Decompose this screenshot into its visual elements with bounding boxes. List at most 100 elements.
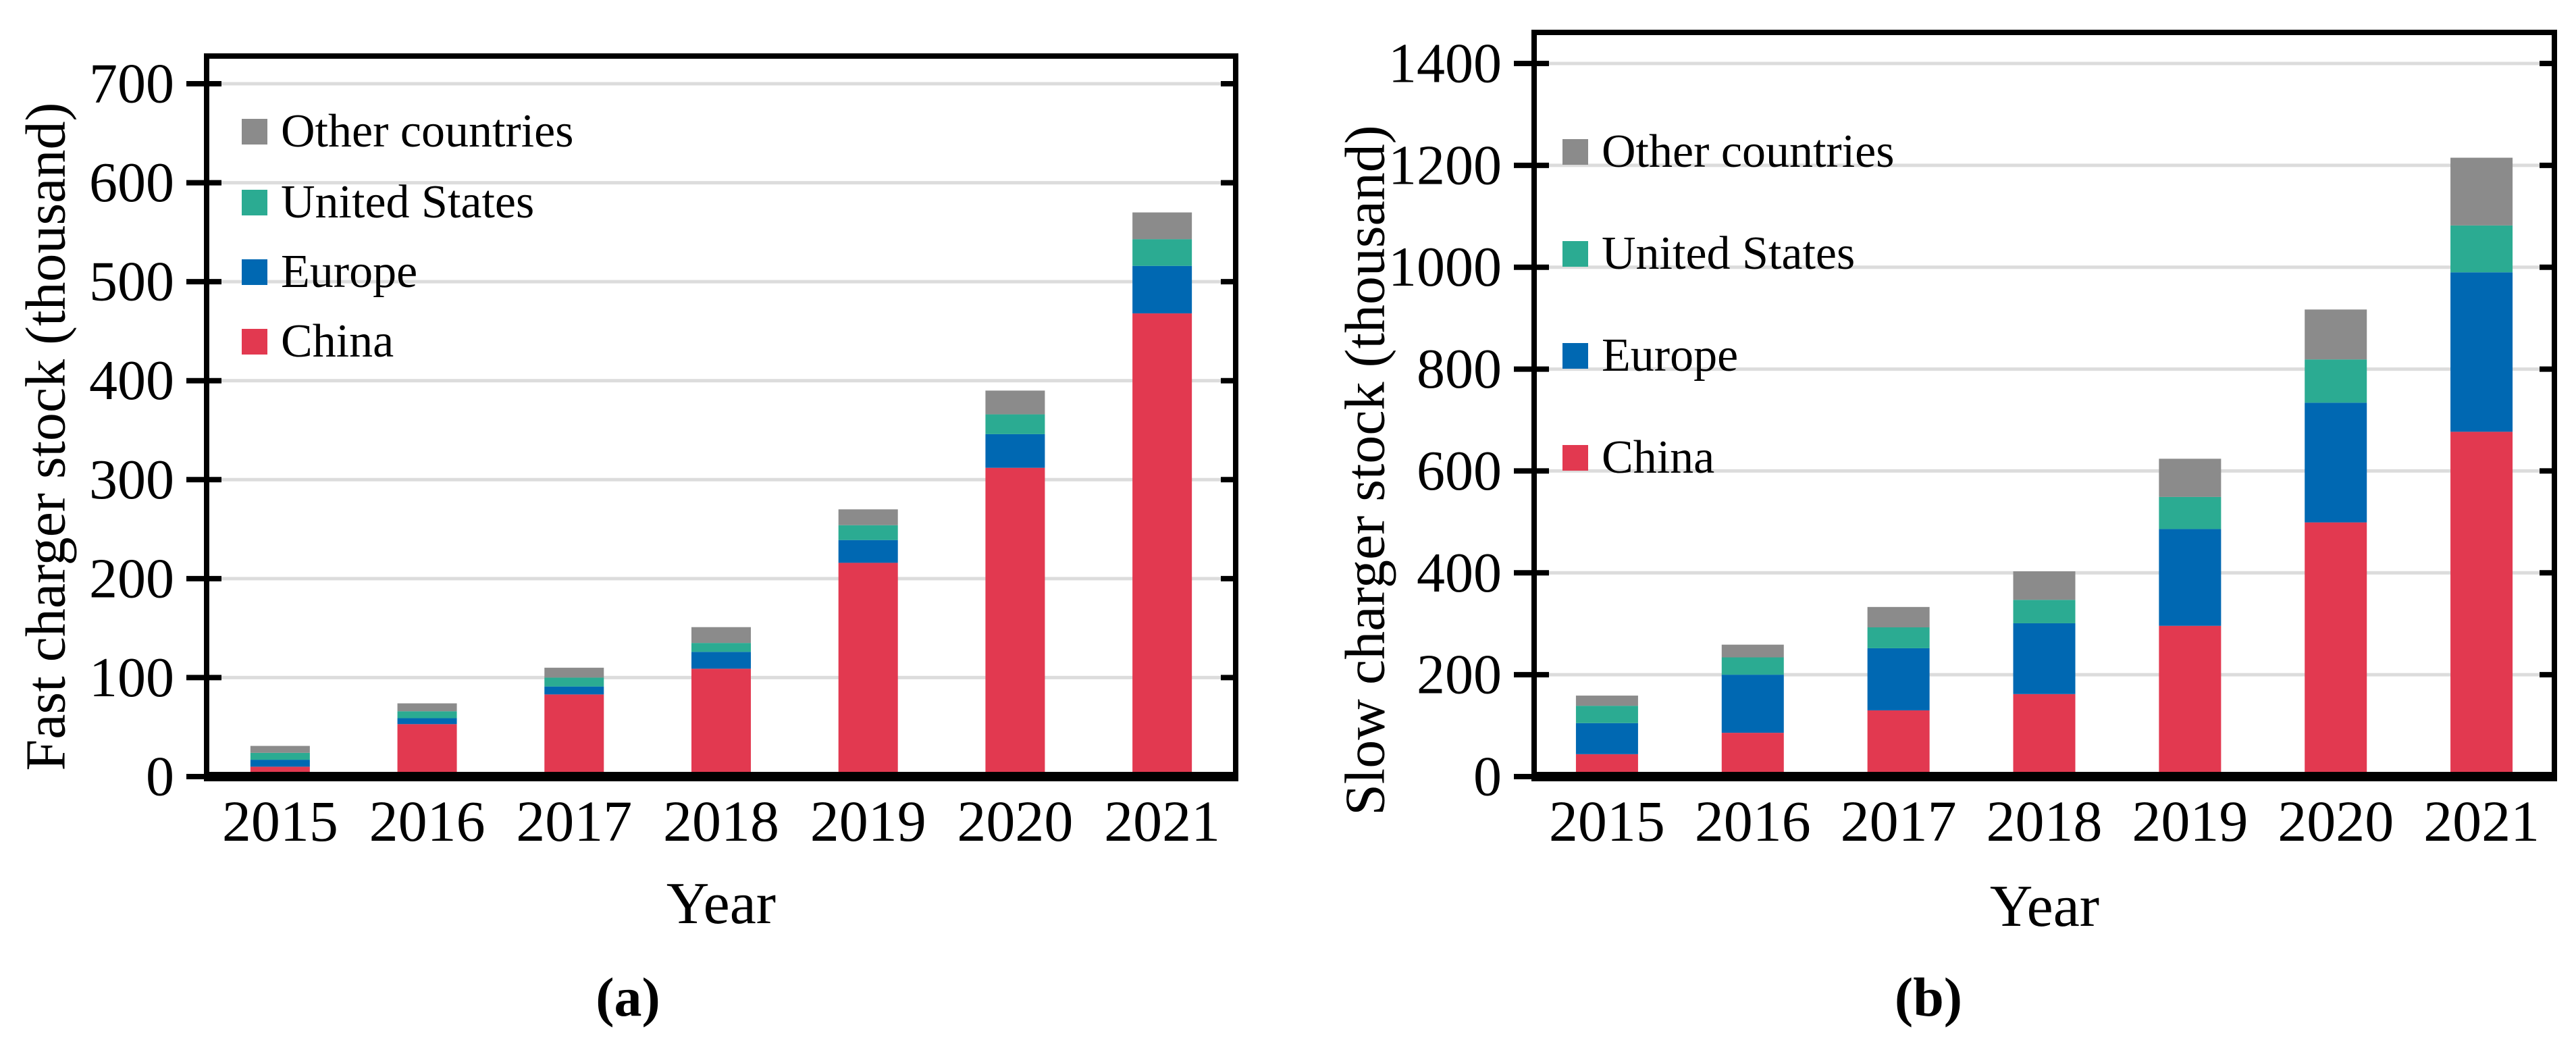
subfigure-caption-b: (b) <box>1894 966 1963 1028</box>
legend-item-europe: Europe <box>1562 332 1738 380</box>
bar-segment-slow-2019-china <box>2159 625 2222 777</box>
bar-segment-fast-2016-europe <box>397 718 457 725</box>
bar-segment-slow-2020-other-countries <box>2305 309 2367 360</box>
y-tick-label-slow-1000: 1000 <box>1388 236 1502 298</box>
europe-swatch-icon <box>242 259 267 285</box>
bar-segment-slow-2021-united-states <box>2450 225 2513 273</box>
legend-item-china: China <box>1562 434 1714 482</box>
united-states-swatch-icon <box>1562 241 1588 267</box>
legend-label: China <box>281 315 394 367</box>
legend-item-other-countries: Other countries <box>242 107 573 156</box>
other-countries-swatch-icon <box>242 119 267 145</box>
bar-segment-slow-2018-united-states <box>2013 600 2076 623</box>
bar-segment-slow-2018-china <box>2013 694 2076 777</box>
bar-segment-fast-2015-united-states <box>250 752 310 760</box>
x-tick-label-fast-2015: 2015 <box>222 789 338 854</box>
bar-segment-slow-2017-united-states <box>1867 627 1930 648</box>
legend-label: Other countries <box>281 105 574 157</box>
bar-segment-fast-2019-china <box>838 563 898 777</box>
legend-label: Europe <box>281 246 418 298</box>
bar-segment-fast-2019-europe <box>838 540 898 563</box>
x-tick-label-slow-2017: 2017 <box>1841 789 1957 854</box>
legend-item-china: China <box>242 317 394 366</box>
bar-segment-fast-2016-united-states <box>397 711 457 719</box>
y-tick-label-fast-400: 400 <box>89 349 174 412</box>
x-tick-label-slow-2019: 2019 <box>2132 789 2248 854</box>
bar-segment-fast-2017-united-states <box>544 677 604 687</box>
x-tick-label-fast-2021: 2021 <box>1104 789 1220 854</box>
bar-segment-slow-2020-europe <box>2305 402 2367 523</box>
bar-segment-fast-2018-other-countries <box>691 627 751 644</box>
legend-label: Europe <box>1602 330 1739 382</box>
legend-label: United States <box>1602 228 1856 280</box>
bar-segment-fast-2021-europe <box>1132 265 1192 314</box>
y-axis-title-fast: Fast charger stock (thousand) <box>14 102 78 771</box>
x-tick-label-fast-2020: 2020 <box>957 789 1073 854</box>
bar-segment-fast-2018-china <box>691 669 751 777</box>
bar-segment-slow-2015-other-countries <box>1575 696 1638 706</box>
bar-segment-slow-2021-china <box>2450 432 2513 777</box>
y-axis-title-slow: Slow charger stock (thousand) <box>1334 125 1397 816</box>
bar-segment-slow-2016-europe <box>1721 675 1784 733</box>
y-tick-label-slow-200: 200 <box>1417 644 1502 706</box>
legend-label: Other countries <box>1602 126 1895 178</box>
y-tick-label-fast-0: 0 <box>146 746 174 808</box>
bar-segment-fast-2021-united-states <box>1132 239 1192 266</box>
china-swatch-icon <box>1562 445 1588 471</box>
bar-segment-slow-2018-europe <box>2013 623 2076 694</box>
legend-label: United States <box>281 176 535 228</box>
x-tick-label-slow-2015: 2015 <box>1549 789 1665 854</box>
y-tick-label-slow-1200: 1200 <box>1388 134 1502 197</box>
y-tick-label-slow-600: 600 <box>1417 440 1502 502</box>
bar-segment-fast-2018-united-states <box>691 643 751 652</box>
united-states-swatch-icon <box>242 190 267 215</box>
bar-segment-slow-2016-china <box>1721 733 1784 777</box>
subfigure-caption-a: (a) <box>596 966 660 1028</box>
bar-segment-fast-2016-china <box>397 724 457 777</box>
bar-segment-fast-2016-other-countries <box>397 703 457 712</box>
x-tick-label-slow-2018: 2018 <box>1987 789 2103 854</box>
bar-segment-fast-2018-europe <box>691 652 751 669</box>
bar-segment-slow-2019-europe <box>2159 529 2222 626</box>
legend-item-other-countries: Other countries <box>1562 128 1894 176</box>
y-tick-label-fast-300: 300 <box>89 448 174 511</box>
x-tick-label-fast-2019: 2019 <box>810 789 926 854</box>
bar-segment-slow-2021-other-countries <box>2450 157 2513 226</box>
bar-segment-fast-2020-united-states <box>985 414 1045 434</box>
bar-segment-slow-2016-united-states <box>1721 657 1784 675</box>
bar-segment-fast-2021-other-countries <box>1132 212 1192 240</box>
bar-segment-slow-2017-europe <box>1867 648 1930 710</box>
bar-segment-slow-2021-europe <box>2450 272 2513 432</box>
bar-segment-fast-2017-europe <box>544 686 604 695</box>
x-tick-label-slow-2016: 2016 <box>1695 789 1811 854</box>
bar-segment-fast-2019-other-countries <box>838 509 898 525</box>
bar-segment-fast-2015-other-countries <box>250 746 310 753</box>
bar-segment-slow-2020-china <box>2305 522 2367 777</box>
bar-segment-fast-2017-other-countries <box>544 667 604 678</box>
china-swatch-icon <box>242 329 267 355</box>
legend-item-united-states: United States <box>242 178 534 227</box>
y-tick-label-slow-800: 800 <box>1417 338 1502 400</box>
x-axis-title-slow: Year <box>1989 874 2100 939</box>
x-tick-label-slow-2020: 2020 <box>2278 789 2394 854</box>
y-tick-label-slow-400: 400 <box>1417 542 1502 604</box>
y-tick-label-slow-0: 0 <box>1473 746 1502 808</box>
legend-label: China <box>1602 432 1715 484</box>
x-tick-label-fast-2017: 2017 <box>516 789 632 854</box>
y-tick-label-fast-200: 200 <box>89 547 174 610</box>
legend-item-united-states: United States <box>1562 230 1855 278</box>
europe-swatch-icon <box>1562 343 1588 369</box>
legend-item-europe: Europe <box>242 248 417 296</box>
bar-segment-slow-2019-united-states <box>2159 496 2222 529</box>
bar-segment-fast-2019-united-states <box>838 525 898 540</box>
bar-segment-slow-2019-other-countries <box>2159 459 2222 497</box>
bar-segment-slow-2017-other-countries <box>1867 606 1930 627</box>
bar-segment-slow-2020-united-states <box>2305 359 2367 403</box>
bar-segment-slow-2015-europe <box>1575 723 1638 754</box>
x-tick-label-slow-2021: 2021 <box>2423 789 2540 854</box>
bar-segment-fast-2015-europe <box>250 760 310 767</box>
y-tick-label-fast-600: 600 <box>89 151 174 214</box>
bar-segment-fast-2020-other-countries <box>985 390 1045 415</box>
